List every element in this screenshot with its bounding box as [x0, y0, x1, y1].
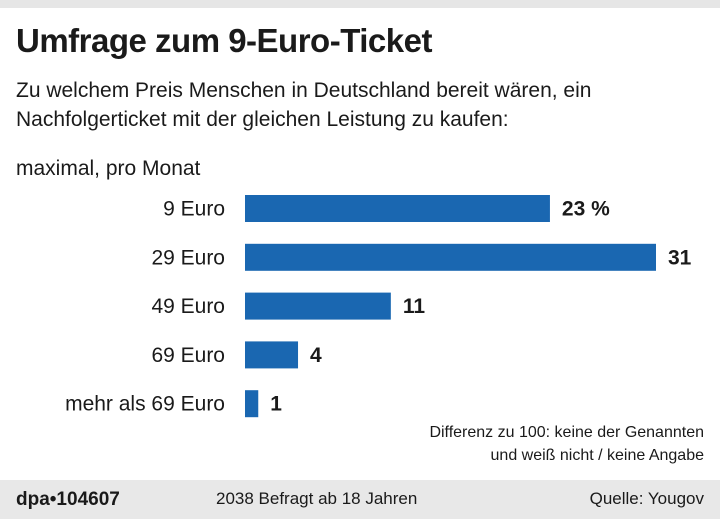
value-label: 1 — [270, 393, 282, 416]
category-label: 49 Euro — [151, 295, 225, 318]
footnote-line-1: Differenz zu 100: keine der Genannten — [429, 424, 704, 441]
value-label: 11 — [403, 295, 426, 318]
unit-label: maximal, pro Monat — [16, 157, 201, 180]
bar — [245, 292, 391, 320]
source: Quelle: Yougov — [589, 489, 704, 508]
chart-subtitle: Zu welchem Preis Menschen in Deutschland… — [16, 79, 592, 131]
bar — [245, 195, 550, 222]
dpa-logo: dpa•104607 — [16, 489, 120, 510]
chart-title: Umfrage zum 9-Euro-Ticket — [16, 22, 432, 59]
value-label: 31 — [668, 246, 692, 269]
category-label: 9 Euro — [163, 198, 225, 221]
bar — [245, 341, 299, 369]
category-label: 29 Euro — [151, 246, 225, 269]
bar — [245, 243, 656, 271]
category-label: 69 Euro — [151, 344, 225, 367]
value-label: 4 — [310, 344, 322, 367]
category-label: mehr als 69 Euro — [65, 393, 225, 416]
sample-size: 2038 Befragt ab 18 Jahren — [216, 489, 418, 508]
footnote-line-2: und weiß nicht / keine Angabe — [490, 447, 704, 464]
footnote: Differenz zu 100: keine der Genannten un… — [429, 421, 704, 467]
bar — [245, 390, 259, 418]
top-strip — [0, 0, 720, 8]
bar-chart: 9 Euro 23 % 29 Euro 31 49 Euro 11 69 Euro 4 mehr… — [65, 195, 692, 418]
footer: dpa•104607 2038 Befragt ab 18 Jahren Que… — [0, 480, 720, 519]
value-label: 23 % — [562, 198, 610, 221]
